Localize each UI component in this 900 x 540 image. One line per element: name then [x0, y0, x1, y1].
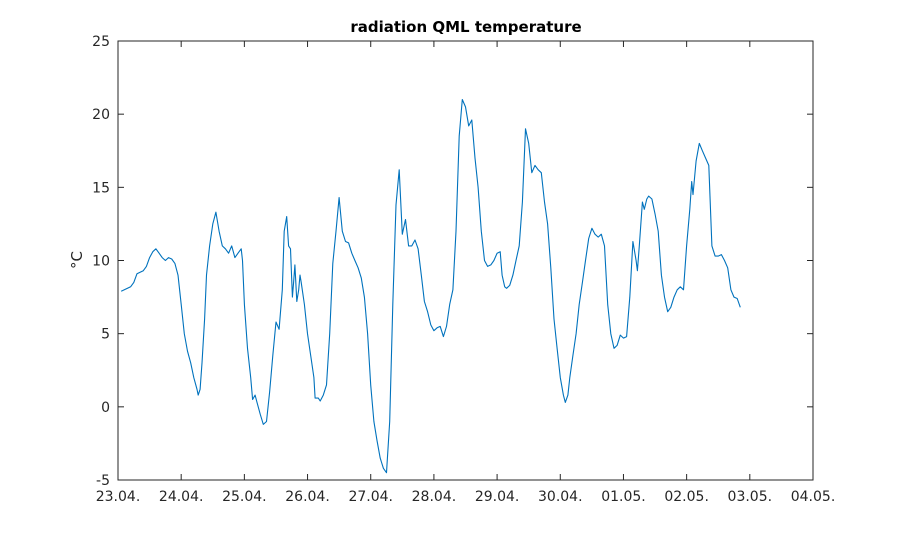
- y-tick-label: -5: [96, 473, 110, 489]
- x-tick-label: 28.04.: [412, 489, 457, 505]
- x-tick-label: 27.04.: [348, 489, 393, 505]
- x-tick-label: 24.04.: [159, 489, 204, 505]
- x-axis: 23.04. 24.04. 25.04. 26.04. 27.04. 28.04. 29.0…: [96, 41, 836, 505]
- y-tick-label: 20: [92, 107, 110, 123]
- plot-area-frame: [117, 40, 814, 481]
- x-tick-label: 25.04.: [222, 489, 267, 505]
- y-tick-label: 15: [92, 180, 110, 196]
- x-tick-label: 04.05.: [791, 489, 836, 505]
- x-tick-label: 01.05.: [601, 489, 646, 505]
- x-tick-label: 03.05.: [728, 489, 773, 505]
- x-tick-label: 30.04.: [538, 489, 583, 505]
- x-tick-label: 23.04.: [96, 489, 141, 505]
- chart-title: radiation QML temperature: [350, 18, 581, 36]
- y-axis: -5 0 5 10 15 20 25: [92, 34, 813, 489]
- x-tick-label: 02.05.: [664, 489, 709, 505]
- y-tick-label: 10: [92, 254, 110, 270]
- x-tick-label: 26.04.: [285, 489, 330, 505]
- y-tick-label: 25: [92, 34, 110, 50]
- x-tick-label: 29.04.: [475, 489, 520, 505]
- y-axis-label: °C: [68, 251, 86, 269]
- y-tick-label: 0: [101, 400, 110, 416]
- series-line-temperature: [120, 98, 741, 474]
- y-tick-label: 5: [101, 327, 110, 343]
